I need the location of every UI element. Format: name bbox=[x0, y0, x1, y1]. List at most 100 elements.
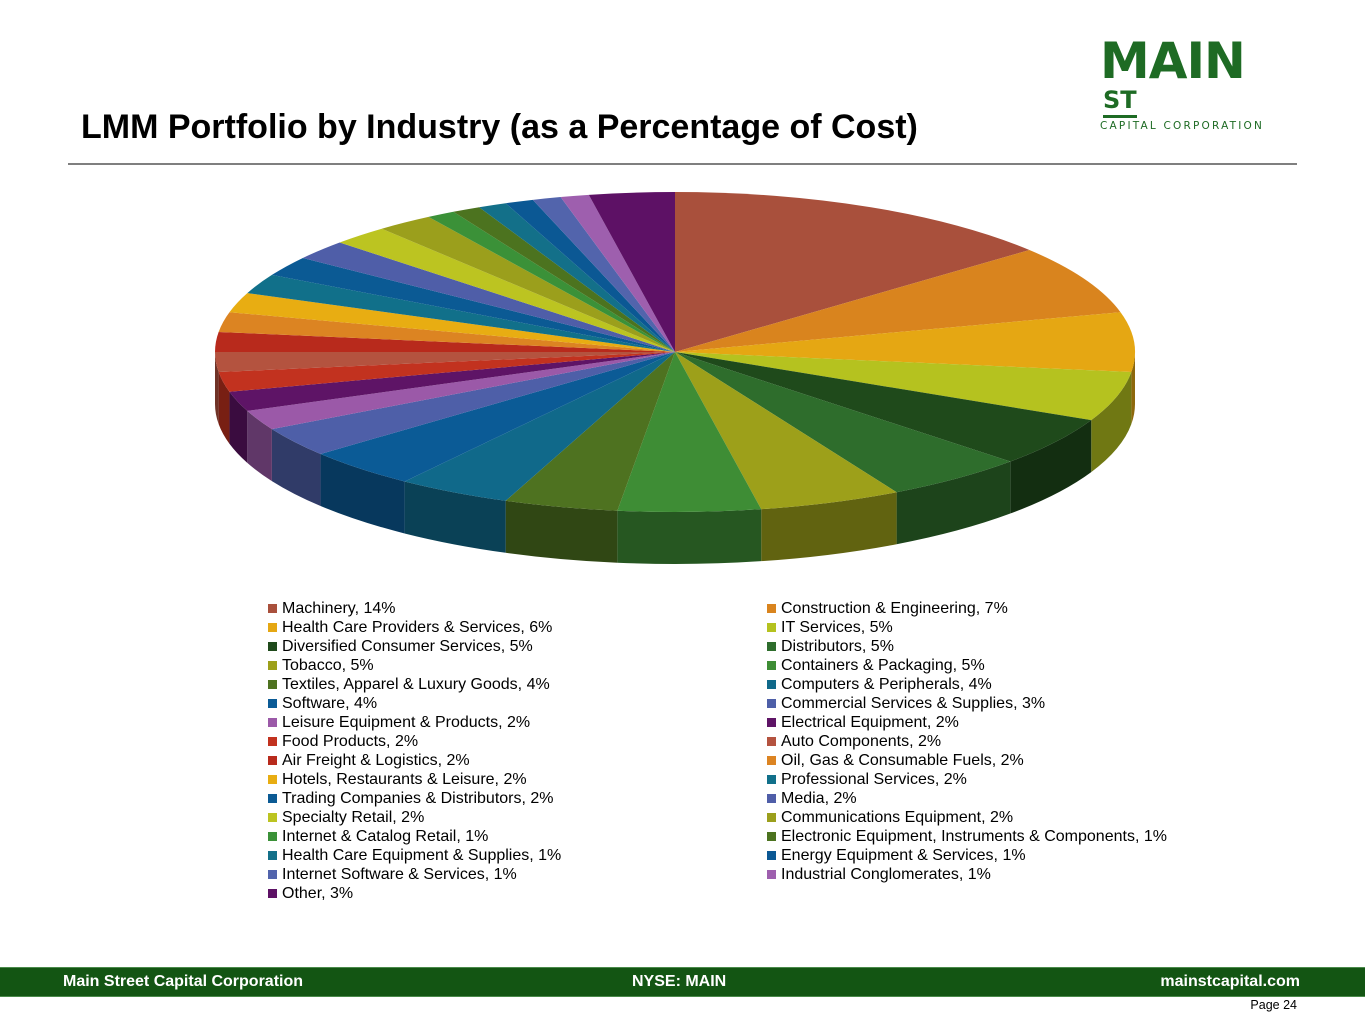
legend-label: Computers & Peripherals, 4% bbox=[781, 676, 992, 693]
legend-item-media: Media, 2% bbox=[767, 789, 1167, 808]
legend-label: Energy Equipment & Services, 1% bbox=[781, 847, 1026, 864]
pie-top-faces bbox=[215, 192, 1136, 513]
pie-slice-it-services bbox=[675, 352, 1132, 421]
footer-website-link[interactable]: mainstcapital.com bbox=[1160, 973, 1300, 990]
pie-slice-health-care-providers-and-services bbox=[675, 312, 1136, 373]
pie-side-computers-and-peripherals bbox=[404, 481, 506, 553]
pie-slice-commercial-services-and-supplies bbox=[271, 352, 675, 454]
legend-item-industrial-conglomerates: Industrial Conglomerates, 1% bbox=[767, 865, 1167, 884]
pie-slice-hotels-restaurants-and-leisure bbox=[229, 293, 675, 352]
legend-swatch bbox=[268, 870, 277, 879]
legend-item-other: Other, 3% bbox=[268, 884, 561, 903]
legend-swatch bbox=[268, 604, 277, 613]
legend-item-machinery: Machinery, 14% bbox=[268, 599, 561, 618]
pie-slice-electrical-equipment bbox=[229, 352, 675, 411]
legend-swatch bbox=[767, 832, 776, 841]
legend-label: Health Care Equipment & Supplies, 1% bbox=[282, 847, 562, 864]
legend-swatch bbox=[268, 699, 277, 708]
legend-label: Software, 4% bbox=[282, 695, 378, 712]
legend-item-food-products: Food Products, 2% bbox=[268, 732, 561, 751]
legend-item-construction-and-engineering: Construction & Engineering, 7% bbox=[767, 599, 1167, 618]
legend-label: Industrial Conglomerates, 1% bbox=[781, 866, 991, 883]
legend-item-energy-equipment-and-services: Energy Equipment & Services, 1% bbox=[767, 846, 1167, 865]
legend-swatch bbox=[767, 737, 776, 746]
logo-main-text: MAIN bbox=[1100, 32, 1246, 90]
legend-item-distributors: Distributors, 5% bbox=[767, 637, 1167, 656]
legend-swatch bbox=[767, 756, 776, 765]
legend-item-containers-and-packaging: Containers & Packaging, 5% bbox=[767, 656, 1167, 675]
pie-slice-food-products bbox=[218, 352, 675, 392]
legend-left-column: Machinery, 14% Health Care Providers & Se… bbox=[268, 599, 561, 903]
legend-swatch bbox=[268, 775, 277, 784]
legend-swatch bbox=[767, 642, 776, 651]
pie-side-containers-and-packaging bbox=[617, 509, 762, 564]
legend-swatch bbox=[767, 623, 776, 632]
legend-item-internet-software-and-services: Internet Software & Services, 1% bbox=[268, 865, 561, 884]
pie-side-walls bbox=[215, 352, 1135, 564]
legend-label: Machinery, 14% bbox=[282, 600, 396, 617]
legend-item-electronic-equipment-instruments-and-components: Electronic Equipment, Instruments & Comp… bbox=[767, 827, 1167, 846]
legend-label: IT Services, 5% bbox=[781, 619, 893, 636]
legend-swatch bbox=[268, 623, 277, 632]
pie-slice-trading-companies-and-distributors bbox=[271, 257, 675, 352]
footer-bar: Main Street Capital Corporation NYSE: MA… bbox=[0, 967, 1365, 997]
legend-label: Media, 2% bbox=[781, 790, 857, 807]
legend-swatch bbox=[268, 661, 277, 670]
logo-superscript: ST bbox=[1103, 88, 1137, 118]
legend-item-specialty-retail: Specialty Retail, 2% bbox=[268, 808, 561, 827]
pie-side-software bbox=[320, 453, 405, 534]
legend-item-internet-and-catalog-retail: Internet & Catalog Retail, 1% bbox=[268, 827, 561, 846]
legend-label: Food Products, 2% bbox=[282, 733, 419, 750]
legend-label: Distributors, 5% bbox=[781, 638, 894, 655]
pie-slice-auto-components bbox=[215, 352, 675, 373]
legend-label: Trading Companies & Distributors, 2% bbox=[282, 790, 554, 807]
legend-swatch bbox=[268, 813, 277, 822]
pie-slice-tobacco bbox=[675, 352, 897, 510]
pie-slice-energy-equipment-and-services bbox=[505, 199, 675, 352]
footer-ticker: NYSE: MAIN bbox=[632, 973, 727, 990]
legend-item-commercial-services-and-supplies: Commercial Services & Supplies, 3% bbox=[767, 694, 1167, 713]
pie-side-food-products bbox=[218, 372, 230, 444]
legend-label: Commercial Services & Supplies, 3% bbox=[781, 695, 1046, 712]
legend-item-it-services: IT Services, 5% bbox=[767, 618, 1167, 637]
legend-label: Oil, Gas & Consumable Fuels, 2% bbox=[781, 752, 1024, 769]
legend-right-column: Construction & Engineering, 7% IT Service… bbox=[767, 599, 1167, 884]
legend-item-computers-and-peripherals: Computers & Peripherals, 4% bbox=[767, 675, 1167, 694]
legend-item-auto-components: Auto Components, 2% bbox=[767, 732, 1167, 751]
legend-swatch bbox=[268, 832, 277, 841]
legend-swatch bbox=[268, 851, 277, 860]
legend-item-hotels-restaurants-and-leisure: Hotels, Restaurants & Leisure, 2% bbox=[268, 770, 561, 789]
legend-item-textiles-apparel-and-luxury-goods: Textiles, Apparel & Luxury Goods, 4% bbox=[268, 675, 561, 694]
main-street-logo: MAINST CAPITAL CORPORATION bbox=[1100, 36, 1280, 132]
legend-swatch bbox=[268, 756, 277, 765]
legend-swatch bbox=[767, 870, 776, 879]
pie-side-auto-components bbox=[215, 352, 219, 425]
legend-label: Communications Equipment, 2% bbox=[781, 809, 1014, 826]
legend-item-electrical-equipment: Electrical Equipment, 2% bbox=[767, 713, 1167, 732]
pie-slice-software bbox=[320, 352, 675, 482]
legend-swatch bbox=[767, 661, 776, 670]
pie-slice-construction-and-engineering bbox=[675, 250, 1121, 352]
legend-label: Electrical Equipment, 2% bbox=[781, 714, 959, 731]
legend-label: Health Care Providers & Services, 6% bbox=[282, 619, 553, 636]
legend-label: Construction & Engineering, 7% bbox=[781, 600, 1008, 617]
legend-label: Tobacco, 5% bbox=[282, 657, 374, 674]
legend-item-communications-equipment: Communications Equipment, 2% bbox=[767, 808, 1167, 827]
legend-swatch bbox=[268, 680, 277, 689]
legend-swatch bbox=[767, 794, 776, 803]
legend-label: Auto Components, 2% bbox=[781, 733, 942, 750]
pie-side-commercial-services-and-supplies bbox=[271, 429, 321, 506]
pie-slice-internet-software-and-services bbox=[532, 197, 675, 352]
pie-slice-diversified-consumer-services bbox=[675, 352, 1092, 462]
pie-slice-computers-and-peripherals bbox=[404, 352, 675, 501]
logo-subtitle: CAPITAL CORPORATION bbox=[1100, 120, 1265, 132]
pie-slice-communications-equipment bbox=[381, 216, 675, 352]
legend-label: Textiles, Apparel & Luxury Goods, 4% bbox=[282, 676, 550, 693]
pie-slice-containers-and-packaging bbox=[617, 352, 762, 513]
legend-swatch bbox=[767, 775, 776, 784]
pie-slice-distributors bbox=[675, 352, 1011, 493]
title-divider bbox=[68, 163, 1297, 165]
pie-slice-machinery bbox=[675, 192, 1030, 352]
legend-label: Diversified Consumer Services, 5% bbox=[282, 638, 533, 655]
pie-slice-professional-services bbox=[247, 274, 676, 352]
